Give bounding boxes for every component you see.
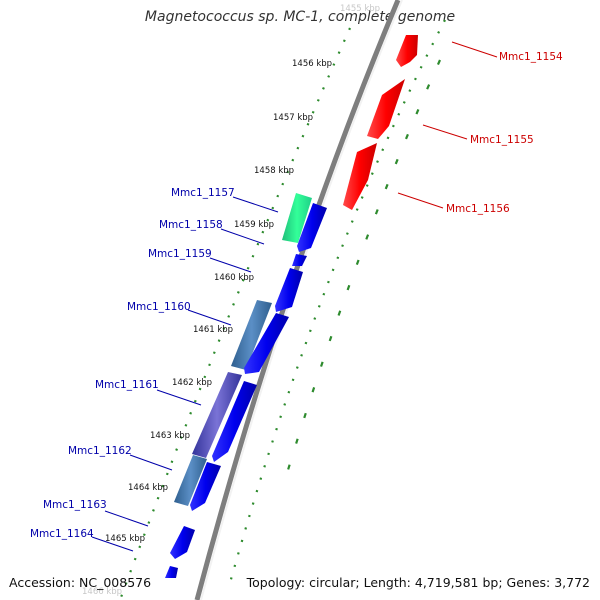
kbp-label-1459: 1459 kbp xyxy=(234,220,274,230)
leader-mmc1-1159 xyxy=(209,257,252,273)
gene-label-mmc1-1161[interactable]: Mmc1_1161 xyxy=(95,379,159,391)
gene-mmc1-1158-glyph[interactable] xyxy=(297,203,327,252)
kbp-label-1457: 1457 kbp xyxy=(273,113,313,123)
kbp-label-1462: 1462 kbp xyxy=(172,378,212,388)
gene-mmc1-1160-blue-b[interactable] xyxy=(244,313,289,374)
gene-label-mmc1-1156[interactable]: Mmc1_1156 xyxy=(446,203,510,215)
gene-label-mmc1-1160[interactable]: Mmc1_1160 xyxy=(127,301,191,313)
leader-mmc1-1158 xyxy=(220,228,265,245)
kbp-label-1455: 1455 kbp xyxy=(340,4,380,14)
accession-text: Accession: NC_008576 xyxy=(9,575,152,590)
leader-mmc1-1155 xyxy=(422,124,468,140)
leader-mmc1-1156 xyxy=(397,192,444,209)
gene-mmc1-1163-glyph[interactable] xyxy=(170,526,195,559)
genome-backbone-highlight xyxy=(200,0,403,600)
topology-text: Topology: circular; Length: 4,719,581 bp… xyxy=(246,575,590,590)
gene-mmc1-1164-glyph[interactable] xyxy=(165,566,178,578)
gene-mmc1-1156-glyph[interactable] xyxy=(343,143,377,210)
gene-mmc1-1159-glyph[interactable] xyxy=(292,254,307,266)
leader-mmc1-1157 xyxy=(232,196,279,213)
kbp-label-1465: 1465 kbp xyxy=(105,534,145,544)
tick-dots-outer xyxy=(226,19,446,591)
leader-mmc1-1161 xyxy=(156,389,202,406)
gene-mmc1-1157-glyph[interactable] xyxy=(282,193,312,243)
gene-label-mmc1-1155[interactable]: Mmc1_1155 xyxy=(470,134,534,146)
kbp-label-1456: 1456 kbp xyxy=(292,59,332,69)
kbp-label-1460: 1460 kbp xyxy=(214,273,254,283)
genome-backbone xyxy=(194,0,401,600)
gene-label-mmc1-1157[interactable]: Mmc1_1157 xyxy=(171,187,235,199)
kbp-label-1463: 1463 kbp xyxy=(150,431,190,441)
gene-label-mmc1-1154[interactable]: Mmc1_1154 xyxy=(499,51,563,63)
gene-label-mmc1-1164[interactable]: Mmc1_1164 xyxy=(30,528,94,540)
kbp-label-1466: 1466 kbp xyxy=(82,587,122,597)
gene-mmc1-1162-blue[interactable] xyxy=(190,462,221,511)
tick-dots-inner xyxy=(118,27,352,600)
gene-mmc1-1160-blue-a[interactable] xyxy=(275,268,303,312)
gene-mmc1-1162-glyph[interactable] xyxy=(174,455,207,506)
kbp-label-1464: 1464 kbp xyxy=(128,483,168,493)
kbp-label-1461: 1461 kbp xyxy=(193,325,233,335)
gene-mmc1-1161-glyph[interactable] xyxy=(192,372,242,458)
kbp-label-1458: 1458 kbp xyxy=(254,166,294,176)
leader-mmc1-1163 xyxy=(104,510,149,527)
leader-mmc1-1154 xyxy=(451,41,498,58)
gene-label-mmc1-1163[interactable]: Mmc1_1163 xyxy=(43,499,107,511)
gene-mmc1-1160-glyph[interactable] xyxy=(231,300,272,370)
gene-label-mmc1-1159[interactable]: Mmc1_1159 xyxy=(148,248,212,260)
gene-label-mmc1-1158[interactable]: Mmc1_1158 xyxy=(159,219,223,231)
leader-mmc1-1164 xyxy=(91,536,134,552)
tick-dashes-forward xyxy=(286,59,442,471)
leader-mmc1-1160 xyxy=(187,309,232,326)
gene-mmc1-1161-blue[interactable] xyxy=(212,381,257,462)
gene-mmc1-1154-glyph[interactable] xyxy=(396,35,418,67)
gene-label-mmc1-1162[interactable]: Mmc1_1162 xyxy=(68,445,132,457)
gene-mmc1-1155-glyph[interactable] xyxy=(367,79,405,139)
map-title: Magnetococcus sp. MC-1, complete genome xyxy=(144,9,456,25)
leader-mmc1-1162 xyxy=(129,454,173,471)
